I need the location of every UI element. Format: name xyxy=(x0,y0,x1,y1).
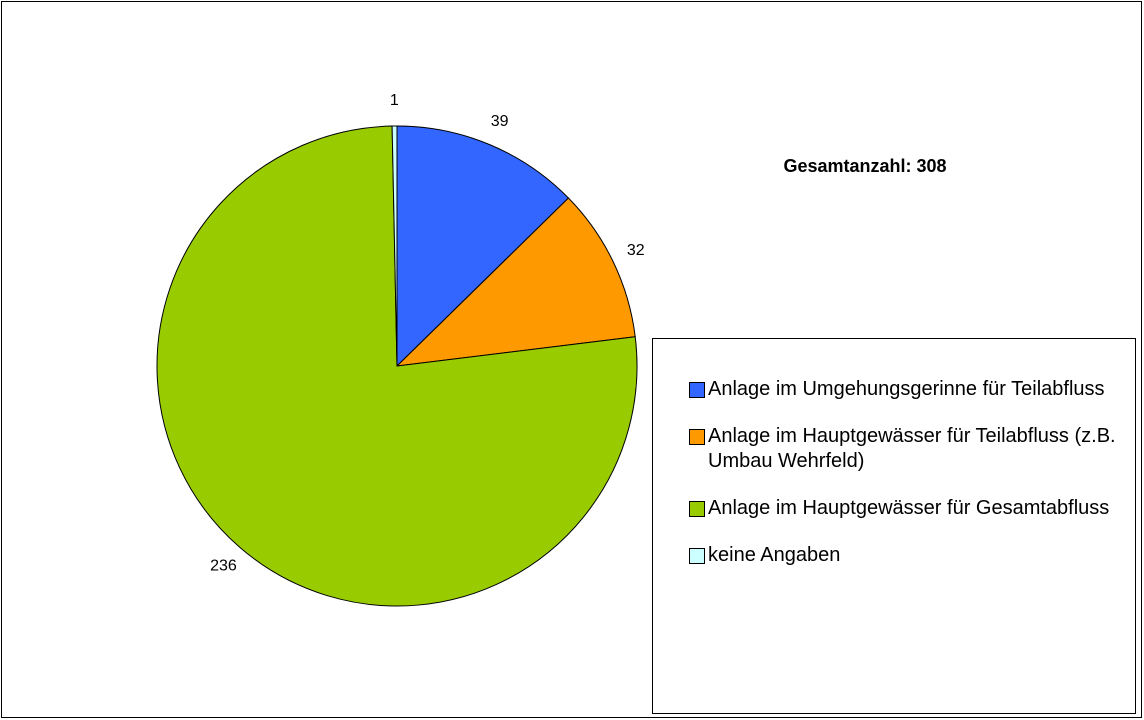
data-label: 39 xyxy=(491,113,509,130)
legend-item: Anlage im Hauptgewässer für Gesamtabflus… xyxy=(689,496,1135,521)
legend-item: Anlage im Hauptgewässer für Teilabfluss … xyxy=(689,424,1135,474)
legend-item: keine Angaben xyxy=(689,543,1135,568)
pie-slice xyxy=(395,197,636,367)
legend-swatch xyxy=(689,548,705,564)
legend-item: Anlage im Umgehungsgerinne für Teilabflu… xyxy=(689,377,1135,402)
legend-swatch xyxy=(689,429,705,445)
legend-swatch xyxy=(689,501,705,517)
data-label: 32 xyxy=(627,242,645,259)
legend-label: Anlage im Hauptgewässer für Teilabfluss … xyxy=(708,425,1116,472)
legend-label: Anlage im Umgehungsgerinne für Teilabflu… xyxy=(708,378,1105,400)
legend-label: keine Angaben xyxy=(708,544,841,566)
data-label: 1 xyxy=(390,92,399,109)
pie-slice xyxy=(396,125,570,368)
legend-swatch xyxy=(689,382,705,398)
legend: Anlage im Umgehungsgerinne für Teilabflu… xyxy=(652,338,1136,714)
data-label: 236 xyxy=(210,557,237,574)
legend-label: Anlage im Hauptgewässer für Gesamtabflus… xyxy=(708,497,1110,519)
pie-slice xyxy=(391,125,398,367)
total-annotation: Gesamtanzahl: 308 xyxy=(783,156,946,176)
